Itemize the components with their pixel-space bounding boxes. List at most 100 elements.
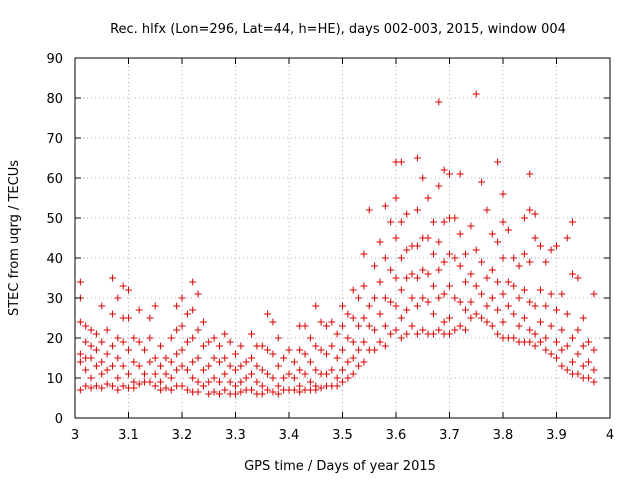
data-point — [328, 342, 336, 350]
data-point — [499, 218, 507, 226]
data-point — [381, 342, 389, 350]
data-point — [542, 346, 550, 354]
data-point — [339, 346, 346, 354]
data-point — [151, 382, 159, 390]
data-point — [199, 382, 207, 390]
data-point — [456, 298, 464, 306]
data-point — [526, 206, 534, 214]
data-point — [376, 238, 384, 246]
data-point — [355, 346, 363, 354]
data-point — [232, 390, 239, 398]
data-point — [585, 358, 593, 366]
data-point — [232, 382, 239, 390]
data-point — [108, 310, 116, 318]
data-point — [472, 282, 480, 290]
data-point — [510, 334, 518, 342]
data-point — [285, 370, 293, 378]
data-point — [103, 350, 111, 358]
data-point — [258, 390, 266, 398]
data-point — [440, 318, 448, 326]
data-point — [167, 358, 175, 366]
data-point — [451, 254, 459, 262]
data-point — [215, 358, 223, 366]
x-tick-label: 4 — [606, 428, 614, 443]
data-point — [82, 382, 90, 390]
data-point — [413, 274, 421, 282]
data-point — [403, 274, 411, 282]
data-point — [296, 382, 304, 390]
data-point — [125, 346, 132, 354]
data-point — [429, 310, 437, 318]
data-point — [472, 246, 480, 254]
data-point — [312, 366, 320, 374]
chart-title: Rec. hlfx (Lon=296, Lat=44, h=HE), days … — [110, 22, 566, 37]
data-point — [349, 338, 357, 346]
data-point — [451, 294, 459, 302]
data-point — [189, 278, 197, 286]
data-point — [360, 282, 368, 290]
data-point — [419, 326, 427, 334]
data-point — [290, 358, 298, 366]
data-point — [574, 370, 582, 378]
data-point — [569, 270, 577, 278]
data-point — [435, 294, 443, 302]
data-point — [189, 306, 197, 314]
data-point — [499, 290, 507, 298]
data-point — [98, 384, 106, 392]
data-point — [569, 334, 577, 342]
data-point — [478, 314, 486, 322]
data-point — [344, 358, 352, 366]
data-point — [440, 218, 448, 226]
y-tick-label: 10 — [46, 372, 63, 387]
data-point — [205, 338, 213, 346]
data-point — [146, 314, 154, 322]
data-point — [151, 370, 159, 378]
data-point — [151, 302, 159, 310]
data-point — [504, 278, 512, 286]
data-point — [344, 374, 352, 382]
data-point — [387, 218, 395, 226]
data-point — [253, 378, 261, 386]
data-point — [339, 302, 346, 310]
data-point — [531, 210, 539, 218]
data-point — [478, 178, 486, 186]
data-point — [526, 338, 534, 346]
data-point — [531, 330, 539, 338]
data-point — [392, 234, 400, 242]
data-point — [376, 338, 384, 346]
data-point — [451, 326, 459, 334]
data-point — [322, 322, 330, 330]
data-point — [553, 338, 560, 346]
data-point — [194, 290, 202, 298]
data-point — [280, 374, 288, 382]
data-point — [221, 370, 229, 378]
data-point — [135, 306, 143, 314]
data-point — [162, 354, 170, 362]
data-point — [135, 338, 143, 346]
data-point — [355, 294, 363, 302]
data-point — [162, 384, 170, 392]
data-point — [290, 374, 298, 382]
data-point — [515, 294, 523, 302]
data-point — [429, 282, 437, 290]
data-point — [237, 378, 245, 386]
data-point — [429, 218, 437, 226]
data-point — [349, 314, 357, 322]
data-point — [269, 388, 277, 396]
data-point — [98, 338, 106, 346]
data-point — [242, 374, 250, 382]
data-point — [472, 310, 480, 318]
data-point — [536, 318, 544, 326]
data-point — [146, 334, 154, 342]
data-point — [189, 334, 197, 342]
data-point — [553, 306, 560, 314]
data-point — [563, 366, 571, 374]
data-point — [371, 294, 379, 302]
data-point — [108, 274, 116, 282]
data-point — [579, 362, 587, 370]
data-point — [456, 322, 464, 330]
data-point — [178, 362, 186, 370]
data-point — [381, 322, 389, 330]
data-point — [98, 302, 106, 310]
data-point — [547, 290, 555, 298]
